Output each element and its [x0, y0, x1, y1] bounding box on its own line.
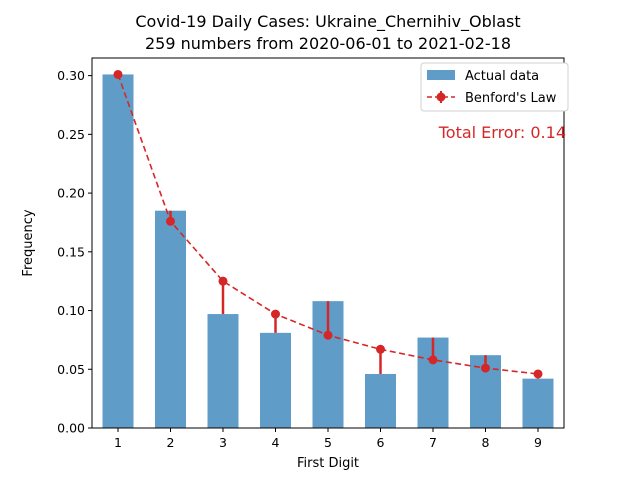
- bar-digit-4: [260, 332, 291, 428]
- benford-point-digit-7: [428, 355, 438, 365]
- chart-subtitle: 259 numbers from 2020-06-01 to 2021-02-1…: [145, 34, 511, 53]
- chart-title: Covid-19 Daily Cases: Ukraine_Chernihiv_…: [135, 12, 520, 32]
- x-tick-label: 7: [429, 435, 437, 450]
- benford-point-digit-1: [113, 69, 123, 79]
- bar-digit-2: [155, 210, 186, 428]
- x-tick-label: 4: [272, 435, 280, 450]
- benford-point-digit-3: [218, 276, 228, 286]
- legend: Actual data Benford's Law: [420, 62, 569, 112]
- y-tick-label: 0.00: [57, 421, 85, 436]
- legend-benford-label: Benford's Law: [465, 91, 557, 106]
- bar-digit-6: [365, 373, 396, 428]
- x-tick-label: 2: [167, 435, 175, 450]
- y-tick-label: 0.15: [57, 244, 85, 259]
- y-axis-label: Frequency: [21, 209, 36, 276]
- y-tick-label: 0.30: [57, 68, 85, 83]
- benford-point-digit-5: [323, 330, 333, 340]
- benford-point-digit-2: [166, 216, 175, 226]
- x-tick-label: 6: [377, 435, 385, 450]
- y-tick-label: 0.10: [57, 303, 85, 318]
- benford-point-digit-9: [533, 369, 543, 379]
- legend-actual-label: Actual data: [465, 69, 539, 84]
- x-tick-label: 3: [219, 435, 227, 450]
- legend-bar-swatch: [427, 70, 455, 80]
- benford-point-digit-4: [271, 309, 280, 319]
- x-tick-label: 9: [534, 435, 542, 450]
- plot-area: [102, 69, 554, 428]
- axes: 0.00 0.05 0.10 0.15 0.20 0.25 0.30 1 2 3 4 5 6 7 8 9: [57, 57, 565, 450]
- x-tick-label: 1: [114, 435, 122, 450]
- y-tick-label: 0.20: [57, 186, 85, 201]
- legend-benford-marker: [436, 92, 446, 102]
- legend-box: [420, 62, 569, 112]
- x-tick-label: 5: [324, 435, 332, 450]
- benford-point-digit-6: [376, 344, 385, 354]
- bar-digit-9: [522, 378, 554, 428]
- x-axis-label: First Digit: [297, 456, 359, 471]
- bar-digit-3: [207, 314, 239, 428]
- benford-point-digit-8: [481, 363, 490, 373]
- y-tick-label: 0.05: [57, 362, 85, 377]
- y-tick-label: 0.25: [57, 127, 85, 142]
- x-tick-label: 8: [482, 435, 490, 450]
- bar-digit-1: [102, 74, 134, 428]
- total-error-annotation: Total Error: 0.14: [438, 123, 566, 142]
